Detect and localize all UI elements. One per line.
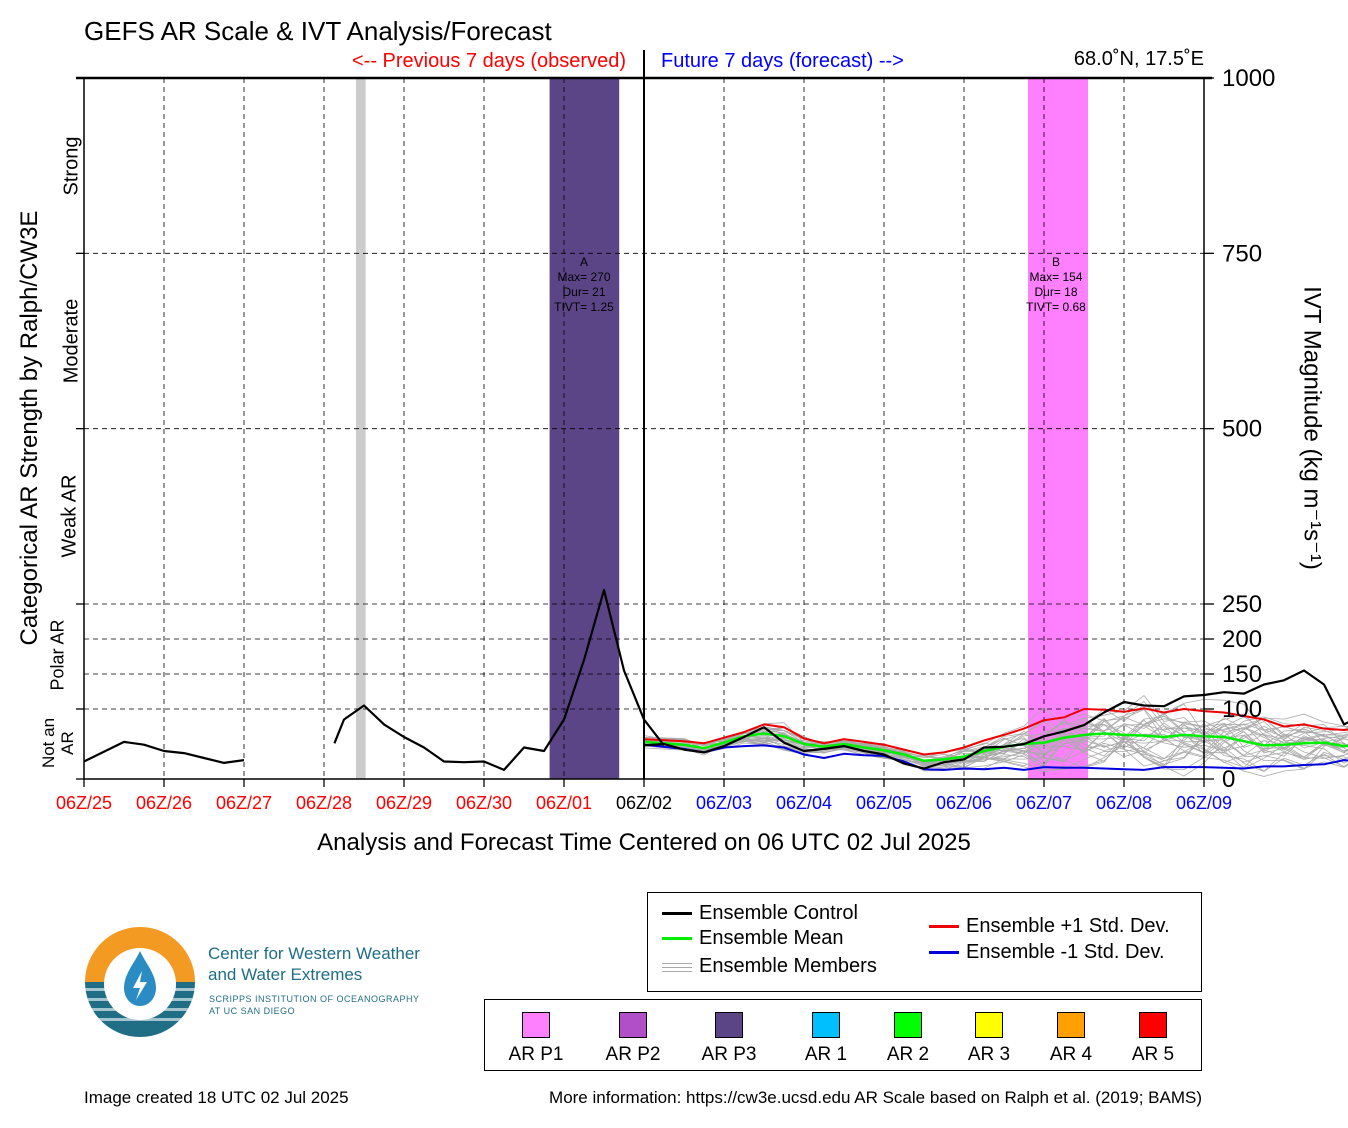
- future-period-label: Future 7 days (forecast) -->: [661, 50, 904, 72]
- y-tick-label: 750: [1222, 240, 1262, 267]
- scale-label: AR 2: [886, 1044, 930, 1065]
- x-tick-label: 06Z/03: [696, 793, 752, 813]
- category-weak-ar: Weak AR: [58, 474, 81, 558]
- event-a-max: Max= 270: [557, 270, 611, 284]
- y-tick-label: 100: [1222, 696, 1262, 723]
- mean-line: [643, 732, 1348, 763]
- y-tick-label: 200: [1222, 626, 1262, 653]
- ensemble-member-line: [643, 700, 1348, 767]
- x-tick-label: 06Z/06: [936, 793, 992, 813]
- plus-std-line: [643, 707, 1348, 756]
- cw3e-logo-icon: [85, 927, 195, 1037]
- x-tick-label: 06Z/30: [456, 793, 512, 813]
- missing-data-band: [356, 78, 366, 779]
- x-tick-label: 06Z/02: [616, 793, 672, 813]
- legend-members: Ensemble Members: [662, 955, 877, 978]
- cw3e-logo: [84, 926, 196, 1038]
- ar-scale-legend: AR P1 AR P2 AR P3 AR 1 AR 2 AR 3 AR 4 AR 5: [484, 999, 1202, 1071]
- logo-name-line1: Center for Western Weather: [208, 944, 420, 963]
- scale-swatch-ar-2: [894, 1012, 922, 1038]
- footer-more-info: More information: https://cw3e.ucsd.edu …: [549, 1088, 1202, 1107]
- x-tick-label: 06Z/05: [856, 793, 912, 813]
- x-tick-label: 06Z/04: [776, 793, 832, 813]
- ensemble-member-line: [643, 724, 1348, 769]
- event-b-label: B: [1051, 255, 1061, 269]
- scale-swatch-ar-3: [975, 1012, 1003, 1038]
- x-tick-label: 06Z/09: [1176, 793, 1232, 813]
- ensemble-member-line: [643, 720, 1348, 768]
- scale-swatch-ar-p3: [715, 1012, 743, 1038]
- legend-mean: Ensemble Mean: [662, 927, 844, 950]
- event-b-tivt: TIVT= 0.68: [1026, 300, 1086, 314]
- scale-label: AR P3: [701, 1044, 757, 1065]
- ensemble-member-line: [643, 708, 1348, 762]
- scale-label: AR P1: [508, 1044, 564, 1065]
- event-a-label: A: [579, 255, 589, 269]
- legend-members-swatch: [662, 959, 692, 974]
- minus-std-line: [643, 743, 1348, 771]
- scale-label: AR 4: [1049, 1044, 1093, 1065]
- scale-swatch-ar-1: [812, 1012, 840, 1038]
- scale-label: AR 1: [804, 1044, 848, 1065]
- y-tick-label: 1000: [1222, 65, 1275, 92]
- previous-period-label: <-- Previous 7 days (observed): [351, 50, 626, 72]
- legend-minus-std: Ensemble -1 Std. Dev.: [929, 941, 1165, 964]
- event-b-max: Max= 154: [1029, 270, 1083, 284]
- legend-control-swatch: [662, 912, 692, 915]
- category-polar-ar: Polar AR: [47, 619, 68, 691]
- right-axis-title: IVT Magnitude (kg m⁻¹s⁻¹): [1298, 286, 1326, 570]
- scale-swatch-ar-p1: [522, 1012, 550, 1038]
- y-tick-label: 500: [1222, 416, 1262, 443]
- event-b-dur: Dur= 18: [1034, 285, 1078, 299]
- left-axis-title: Categorical AR Strength by Ralph/CW3E: [16, 210, 43, 646]
- logo-sub-line1: SCRIPPS INSTITUTION OF OCEANOGRAPHY: [209, 994, 420, 1004]
- event-a-dur: Dur= 21: [562, 285, 606, 299]
- scale-label: AR 5: [1131, 1044, 1175, 1065]
- x-tick-label: 06Z/08: [1096, 793, 1152, 813]
- logo-name-line2: and Water Extremes: [208, 965, 363, 984]
- scale-label: AR 3: [967, 1044, 1011, 1065]
- ensemble-member-line: [643, 708, 1348, 765]
- x-axis-title: Analysis and Forecast Time Centered on 0…: [317, 829, 971, 856]
- x-tick-label: 06Z/01: [536, 793, 592, 813]
- scale-swatch-ar-p2: [619, 1012, 647, 1038]
- logo-sub-line2: AT UC SAN DIEGO: [209, 1006, 296, 1016]
- ensemble-member-line: [643, 716, 1348, 771]
- legend-plus-std: Ensemble +1 Std. Dev.: [929, 915, 1170, 938]
- event-b-annotation: B Max= 154 Dur= 18 TIVT= 0.68: [1026, 255, 1086, 315]
- x-tick-label: 06Z/25: [56, 793, 112, 813]
- legend-control: Ensemble Control: [662, 902, 858, 925]
- y-tick-label: 250: [1222, 591, 1262, 618]
- control-forecast-line: [643, 669, 1348, 770]
- x-tick-label: 06Z/29: [376, 793, 432, 813]
- footer-created: Image created 18 UTC 02 Jul 2025: [84, 1088, 349, 1107]
- chart-title: GEFS AR Scale & IVT Analysis/Forecast: [84, 16, 552, 46]
- x-tick-label: 06Z/27: [216, 793, 272, 813]
- x-tick-label: 06Z/26: [136, 793, 192, 813]
- legend-plus-std-swatch: [929, 925, 959, 928]
- category-not-an-ar: Not an AR: [39, 717, 77, 769]
- location-label: 68.0˚N, 17.5˚E: [1073, 48, 1204, 70]
- legend-minus-std-swatch: [929, 951, 959, 954]
- line-legend: Ensemble Control Ensemble Mean Ensemble …: [647, 892, 1202, 992]
- legend-mean-swatch: [662, 937, 692, 940]
- ensemble-member-line: [643, 733, 1348, 769]
- category-strong: Strong: [60, 136, 83, 196]
- scale-label: AR P2: [605, 1044, 661, 1065]
- x-tick-label: 06Z/28: [296, 793, 352, 813]
- event-a-annotation: A Max= 270 Dur= 21 TIVT= 1.25: [554, 255, 614, 315]
- control-observed-line: [83, 740, 245, 765]
- control-observed-line: [333, 588, 665, 772]
- x-tick-label: 06Z/07: [1016, 793, 1072, 813]
- y-tick-label: 0: [1222, 766, 1235, 793]
- category-moderate: Moderate: [60, 298, 83, 384]
- scale-swatch-ar-5: [1139, 1012, 1167, 1038]
- scale-swatch-ar-4: [1057, 1012, 1085, 1038]
- y-tick-label: 150: [1222, 661, 1262, 688]
- event-a-tivt: TIVT= 1.25: [554, 300, 614, 314]
